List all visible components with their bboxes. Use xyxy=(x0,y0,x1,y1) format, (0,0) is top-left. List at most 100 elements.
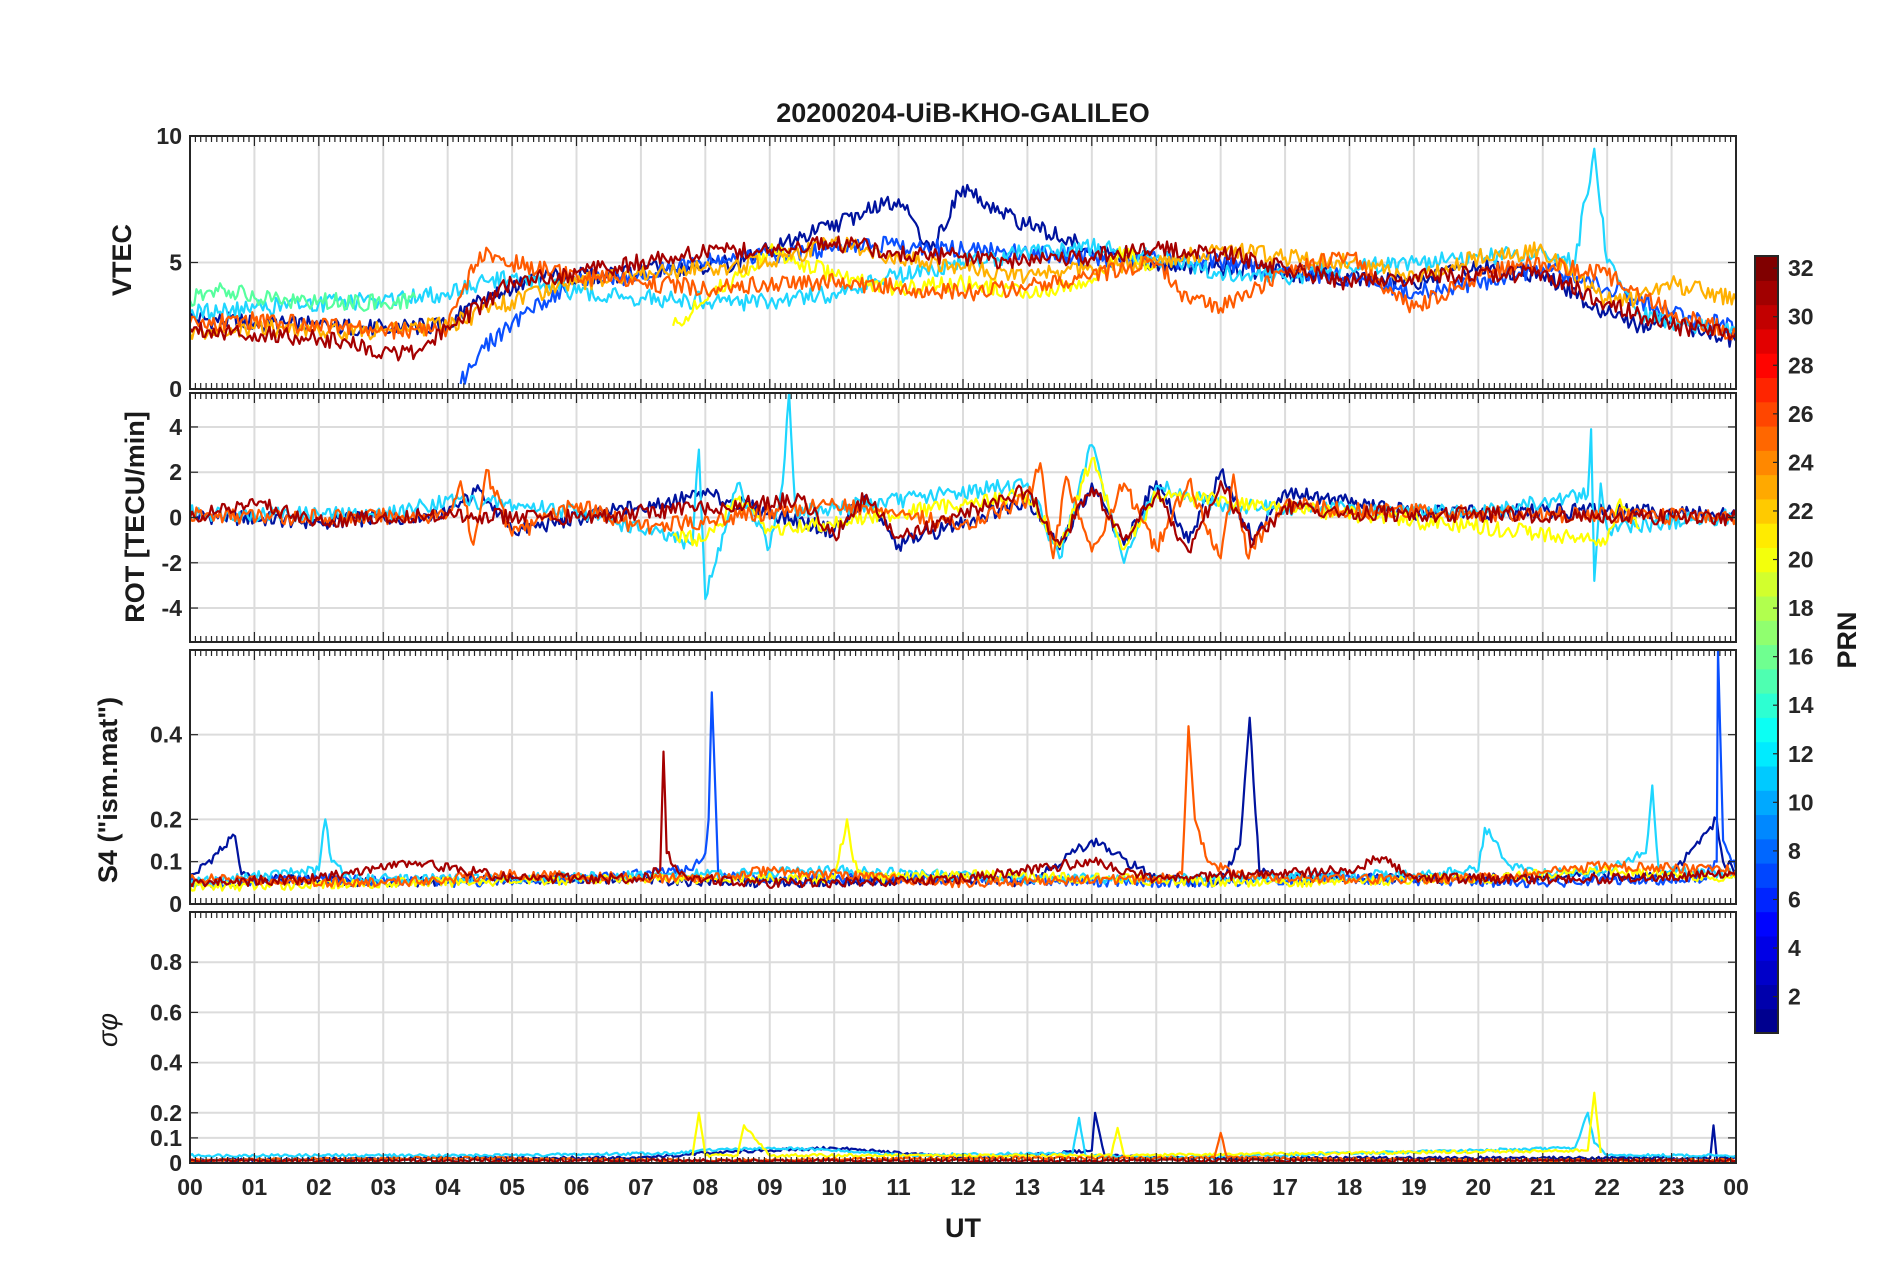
x-tick-label: 05 xyxy=(499,1174,525,1200)
colorbar-tick-label: 14 xyxy=(1788,692,1814,718)
colorbar-tick-label: 12 xyxy=(1788,741,1814,767)
x-tick-label: 09 xyxy=(757,1174,783,1200)
x-tick-label: 20 xyxy=(1466,1174,1492,1200)
colorbar-segment xyxy=(1755,523,1778,548)
colorbar-segment xyxy=(1755,498,1778,524)
series-prn-16 xyxy=(190,282,417,312)
series-prn-31 xyxy=(190,235,1736,362)
colorbar-tick-label: 6 xyxy=(1788,886,1801,912)
colorbar-segment xyxy=(1755,814,1778,840)
y-tick-label: 0 xyxy=(169,376,182,402)
colorbar-tick-label: 2 xyxy=(1788,984,1801,1010)
colorbar-segment xyxy=(1755,620,1778,646)
x-minor-ticks xyxy=(194,393,1732,642)
x-tick-label: 16 xyxy=(1208,1174,1234,1200)
colorbar-segment xyxy=(1755,863,1778,888)
y-tick-label: 10 xyxy=(156,123,182,149)
x-tick-label: 23 xyxy=(1659,1174,1685,1200)
colorbar-tick-label: 16 xyxy=(1788,644,1814,670)
x-tick-label: 18 xyxy=(1337,1174,1363,1200)
x-tick-label: 07 xyxy=(628,1174,654,1200)
y-tick-label: -2 xyxy=(162,550,182,576)
colorbar-tick-label: 32 xyxy=(1788,255,1814,281)
x-tick-label: 01 xyxy=(242,1174,268,1200)
colorbar-segment xyxy=(1755,353,1778,379)
series-prn-20 xyxy=(672,243,1158,327)
colorbar-tick-label: 26 xyxy=(1788,401,1814,427)
colorbar-segment xyxy=(1755,450,1778,476)
colorbar-tick-label: 30 xyxy=(1788,304,1814,330)
colorbar-segment xyxy=(1755,256,1778,281)
colorbar-segment xyxy=(1755,474,1778,500)
colorbar-segment xyxy=(1755,887,1778,913)
y-tick-label: 0.2 xyxy=(150,806,182,832)
series-prn-31 xyxy=(190,750,1736,889)
colorbar-tick-label: 18 xyxy=(1788,595,1814,621)
x-minor-ticks xyxy=(194,136,1732,389)
x-tick-label: 12 xyxy=(950,1174,976,1200)
x-minor-ticks xyxy=(194,650,1732,904)
colorbar-segment xyxy=(1755,425,1778,451)
series-prn-6 xyxy=(459,235,1736,385)
y-tick-label: 0.4 xyxy=(150,1050,182,1076)
y-tick-label: 0.8 xyxy=(150,949,182,975)
y-axis-label-vtec: VTEC xyxy=(107,224,137,296)
sigma-phi-panel: 00.10.2 0.4 0.6 0.8 00 01 02 03 04 05 06 07 08 09 10 11… xyxy=(150,911,1749,1200)
colorbar-tick-label: 22 xyxy=(1788,498,1814,524)
x-tick-label: 14 xyxy=(1079,1174,1105,1200)
x-tick-label: 13 xyxy=(1015,1174,1041,1200)
s4-panel: 0 0.1 0.2 0.4 xyxy=(150,649,1737,917)
colorbar-segment xyxy=(1755,401,1778,427)
colorbar-segment xyxy=(1755,717,1778,743)
x-axis-label: UT xyxy=(945,1213,981,1243)
y-tick-label: 0.2 xyxy=(150,1100,182,1126)
colorbar-segment xyxy=(1755,693,1778,718)
colorbar-tick-label: 8 xyxy=(1788,838,1801,864)
x-tick-label: 02 xyxy=(306,1174,332,1200)
colorbar-segment xyxy=(1755,328,1778,354)
x-tick-label: 17 xyxy=(1272,1174,1298,1200)
colorbar-segment xyxy=(1755,280,1778,306)
x-tick-label: 22 xyxy=(1594,1174,1620,1200)
colorbar-segment xyxy=(1755,935,1778,961)
x-tick-label: 03 xyxy=(370,1174,396,1200)
chart-title: 20200204-UiB-KHO-GALILEO xyxy=(776,98,1150,128)
series-prn-31 xyxy=(190,480,1736,554)
colorbar-segment xyxy=(1755,838,1778,864)
colorbar-segment xyxy=(1755,547,1778,573)
y-tick-label: 0 xyxy=(169,891,182,917)
colorbar-segment xyxy=(1755,984,1778,1010)
colorbar-segment xyxy=(1755,595,1778,621)
colorbar-segment xyxy=(1755,571,1778,597)
y-tick-label: 4 xyxy=(169,414,182,440)
colorbar-tick-label: 20 xyxy=(1788,547,1814,573)
y-tick-label: 0 xyxy=(169,505,182,531)
y-tick-label: 0 xyxy=(169,1150,182,1176)
x-tick-label: 00 xyxy=(177,1174,203,1200)
y-axis-label-s4: S4 ("ism.mat") xyxy=(93,697,123,883)
y-axis-label-rot: ROT [TECU/min] xyxy=(120,411,150,622)
x-tick-label: 00 xyxy=(1723,1174,1749,1200)
colorbar-segment xyxy=(1755,765,1778,791)
y-tick-label: 5 xyxy=(169,250,182,276)
x-tick-label: 06 xyxy=(564,1174,590,1200)
y-tick-label: -4 xyxy=(162,595,183,621)
x-tick-label: 08 xyxy=(693,1174,719,1200)
series-group xyxy=(190,147,1736,385)
colorbar-segment xyxy=(1755,668,1778,694)
y-tick-label: 0.6 xyxy=(150,999,182,1025)
colorbar-segment xyxy=(1755,304,1778,330)
vtec-panel: 0 5 10 xyxy=(156,123,1737,402)
rot-panel: -4 -2 0 2 4 xyxy=(162,392,1737,643)
colorbar-segment xyxy=(1755,960,1778,986)
series-group xyxy=(190,650,1736,892)
y-tick-label: 2 xyxy=(169,459,182,485)
y-tick-label: 0.1 xyxy=(150,849,182,875)
x-minor-ticks xyxy=(194,912,1732,1163)
colorbar-frame xyxy=(1754,255,1779,1034)
x-tick-label: 19 xyxy=(1401,1174,1427,1200)
colorbar-segment xyxy=(1755,790,1778,816)
colorbar-tick-label: 4 xyxy=(1788,935,1801,961)
